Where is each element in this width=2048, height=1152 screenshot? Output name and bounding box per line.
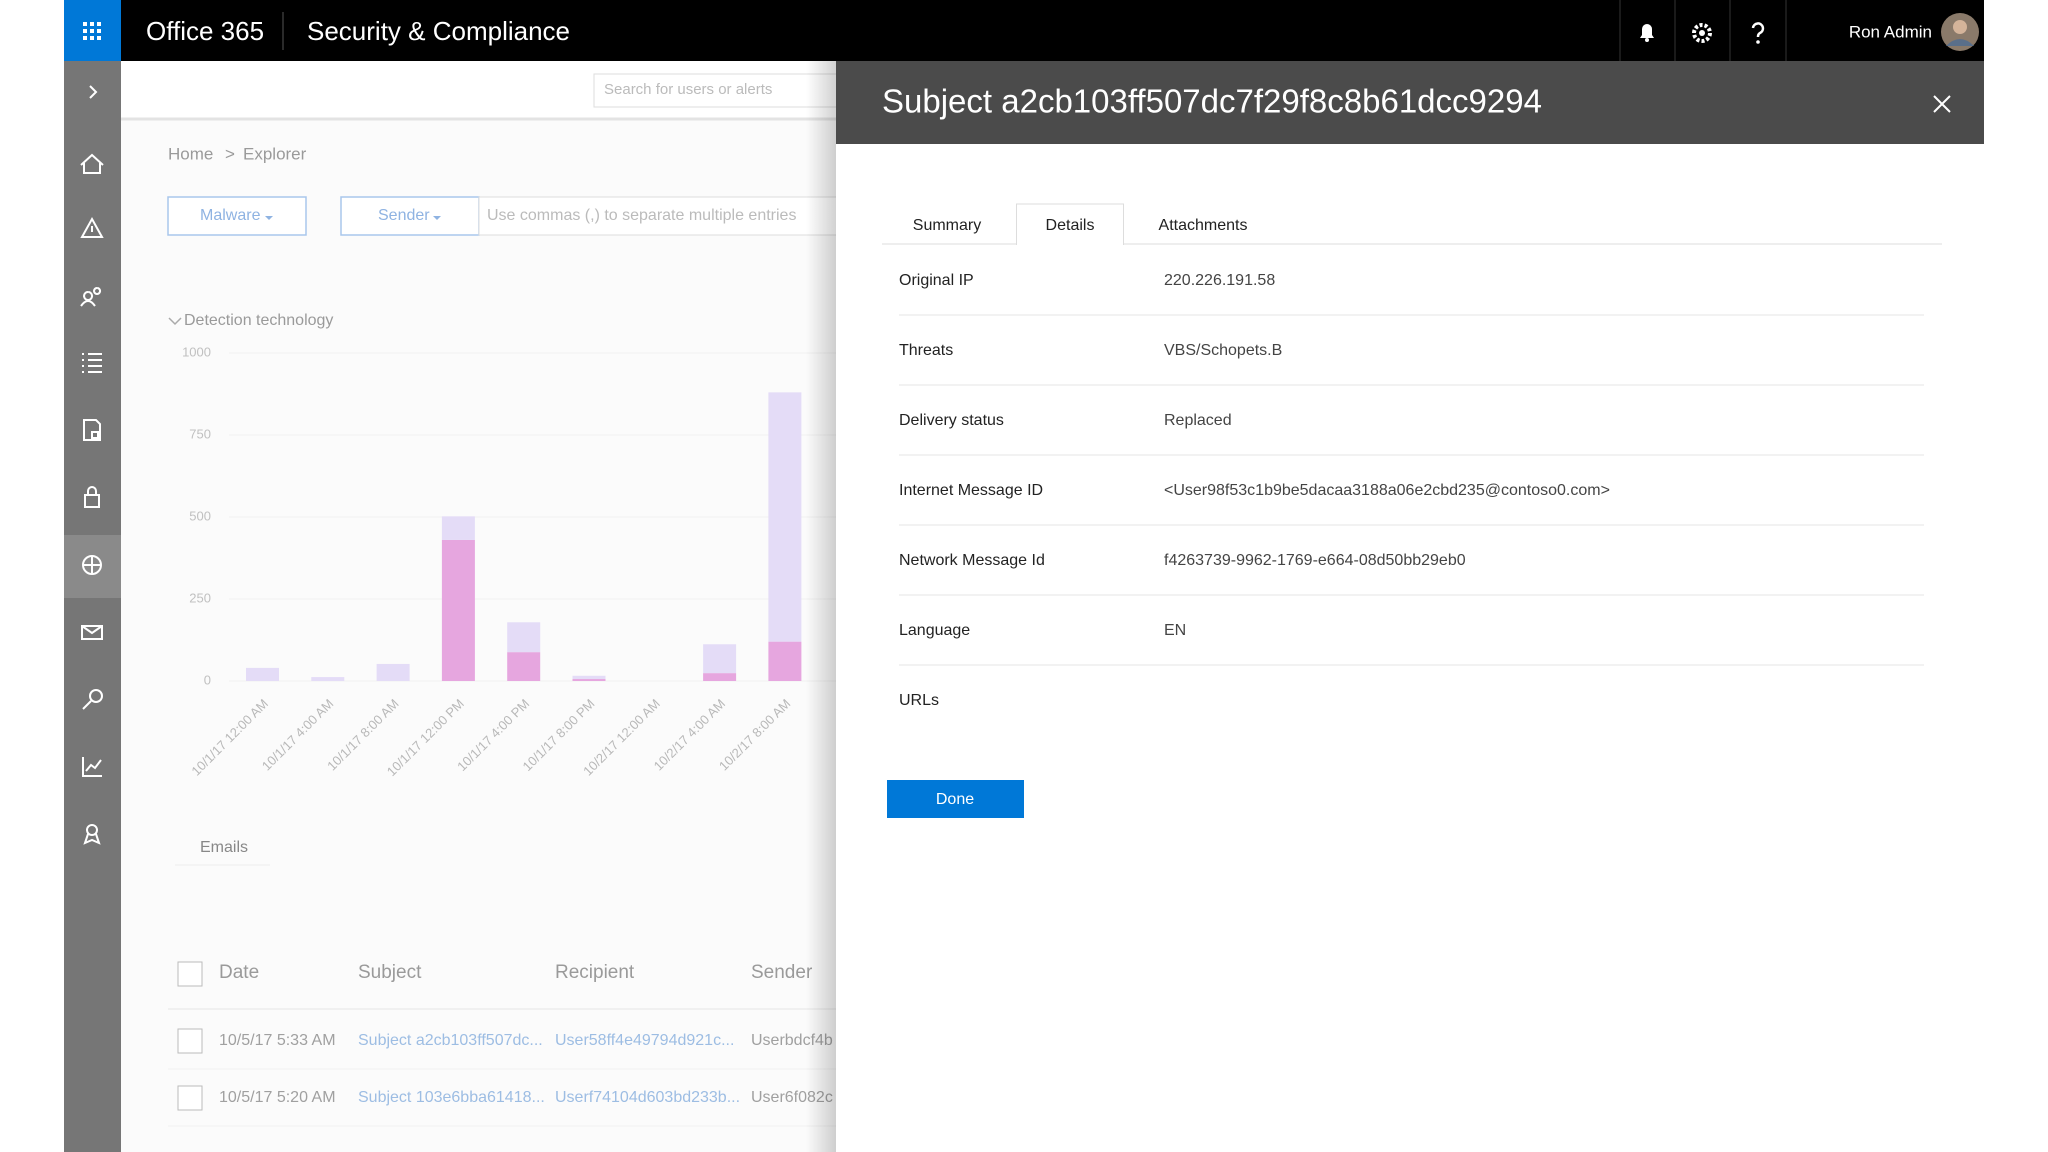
- bar: [703, 644, 737, 674]
- y-tick-label: 750: [189, 426, 211, 441]
- bar: [507, 622, 541, 653]
- nav-icon[interactable]: [80, 216, 104, 238]
- panel-content: Subject a2cb103ff507dc7f29f8c8b61dcc9294…: [882, 83, 1924, 808]
- left-nav: [64, 61, 121, 1152]
- app-title: Security & Compliance: [307, 16, 570, 46]
- top-bar: [64, 0, 1984, 61]
- bar: [572, 675, 606, 680]
- bar: [703, 673, 737, 681]
- field-value: Replaced: [1164, 412, 1232, 429]
- field-value: EN: [1164, 622, 1186, 639]
- bar: [768, 641, 802, 681]
- filter-input[interactable]: [478, 196, 840, 236]
- breadcrumb-item[interactable]: Home: [168, 144, 213, 163]
- filter-label: Sender: [378, 207, 430, 224]
- done-label[interactable]: Done: [936, 791, 974, 808]
- nav-icon[interactable]: [82, 689, 104, 710]
- column-header[interactable]: Recipient: [555, 962, 635, 983]
- bar: [768, 392, 802, 642]
- tab-label[interactable]: Emails: [200, 839, 248, 856]
- field-value: 220.226.191.58: [1164, 272, 1275, 289]
- field-label: Threats: [899, 342, 953, 359]
- legend-title: Detection technology: [184, 312, 333, 329]
- panel-title: Subject a2cb103ff507dc7f29f8c8b61dcc9294: [882, 83, 1542, 120]
- user-name[interactable]: Ron Admin: [1849, 22, 1932, 41]
- expand-icon[interactable]: [89, 85, 98, 99]
- field-label: Network Message Id: [899, 552, 1045, 569]
- checkbox[interactable]: [177, 961, 203, 987]
- y-tick-label: 0: [204, 672, 211, 687]
- field-value: VBS/Schopets.B: [1164, 342, 1282, 359]
- y-tick-label: 250: [189, 590, 211, 605]
- field-label: Delivery status: [899, 412, 1004, 429]
- selected-tab: [1016, 203, 1124, 245]
- nav-icon[interactable]: [83, 419, 101, 441]
- bar: [441, 539, 475, 681]
- nav-icon[interactable]: [82, 757, 102, 777]
- nav-icons: [80, 153, 104, 845]
- column-header[interactable]: Sender: [751, 962, 813, 983]
- avatar[interactable]: [1941, 13, 1979, 51]
- nav-icon[interactable]: [81, 625, 103, 640]
- app-name[interactable]: Office 365: [146, 16, 264, 46]
- field-label: URLs: [899, 692, 939, 709]
- settings-icon[interactable]: [1692, 23, 1712, 43]
- tab[interactable]: Attachments: [1159, 217, 1248, 234]
- search-placeholder: Search for users or alerts: [604, 81, 772, 98]
- search-box[interactable]: [593, 73, 845, 108]
- breadcrumb-separator: >: [225, 144, 235, 163]
- close-button[interactable]: [1933, 95, 1951, 113]
- checkbox[interactable]: [177, 1085, 203, 1111]
- column-header[interactable]: Subject: [358, 962, 422, 983]
- collapse-icon[interactable]: [168, 317, 182, 326]
- bar: [441, 516, 475, 540]
- waffle-icon: [83, 22, 101, 40]
- bar: [311, 677, 345, 681]
- table-cell[interactable]: Subject a2cb103ff507dc...: [358, 1032, 543, 1049]
- table-cell: User58ff4e49794d921c...: [555, 1032, 734, 1049]
- nav-icon[interactable]: [83, 824, 101, 845]
- nav-icon[interactable]: [84, 486, 100, 508]
- filter-label: Malware: [200, 207, 261, 224]
- bell-icon[interactable]: [1640, 24, 1654, 42]
- tab[interactable]: Summary: [913, 217, 981, 234]
- table-cell: 10/5/17 5:20 AM: [219, 1089, 336, 1106]
- bar: [572, 679, 606, 681]
- nav-icon[interactable]: [82, 555, 103, 575]
- table-cell[interactable]: Subject 103e6bba61418...: [358, 1089, 545, 1106]
- filter-placeholder: Use commas (,) to separate multiple entr…: [487, 207, 796, 224]
- table-cell: Userf74104d603bd233b...: [555, 1089, 740, 1106]
- column-header[interactable]: Date: [219, 962, 259, 983]
- nav-icon[interactable]: [80, 287, 102, 307]
- field-label: Internet Message ID: [899, 482, 1043, 499]
- tab-cover: [1017, 242, 1123, 246]
- field-value: <User98f53c1b9be5dacaa3188a06e2cbd235@co…: [1164, 482, 1610, 499]
- done-button[interactable]: [887, 780, 1024, 818]
- table-cell: 10/5/17 5:33 AM: [219, 1032, 336, 1049]
- sender-dropdown[interactable]: [340, 196, 480, 236]
- help-icon[interactable]: [1751, 22, 1765, 44]
- checkbox[interactable]: [177, 1028, 203, 1054]
- tab[interactable]: Details: [1046, 217, 1095, 234]
- nav-icon[interactable]: [82, 353, 102, 373]
- details-panel: [836, 61, 1984, 1152]
- field-label: Original IP: [899, 272, 974, 289]
- bar: [376, 663, 410, 681]
- y-tick-label: 1000: [182, 344, 211, 359]
- malware-dropdown[interactable]: [167, 196, 307, 236]
- bar: [246, 667, 279, 681]
- y-tick-label: 500: [189, 508, 211, 523]
- panel-shadow: [806, 61, 836, 1152]
- panel-header: [836, 61, 1984, 144]
- field-label: Language: [899, 622, 970, 639]
- main-area: [121, 61, 836, 1152]
- field-value: f4263739-9962-1769-e664-08d50bb29eb0: [1164, 552, 1466, 569]
- breadcrumb-item[interactable]: Explorer: [243, 144, 307, 163]
- bar: [507, 652, 541, 681]
- nav-icon[interactable]: [80, 153, 104, 174]
